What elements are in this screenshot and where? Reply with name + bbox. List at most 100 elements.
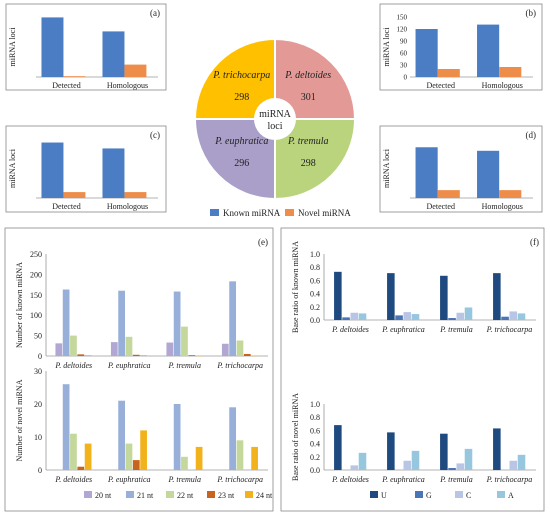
legend-label-nt: 24 nt [256,491,273,500]
y-tick-label: 20 [34,400,42,409]
bar-b-novel-1 [499,67,522,77]
bar-e1-1-3 [229,281,237,356]
bar-f1-2-1 [403,312,412,320]
bar-f2-0-0 [334,425,342,470]
bar-f2-0-2 [440,433,448,470]
pie-slice-0 [193,37,276,120]
bar-e1-3-3 [243,353,251,356]
legend-label-nt: 23 nt [218,491,235,500]
category-label: P. euphratica [107,475,151,484]
category-label: P. trichocarpa [486,325,533,334]
legend-label-base: A [508,491,514,500]
panel-label: (c) [150,130,160,140]
pie-slice-name: P. tremula [287,136,329,147]
category-label: P. deltoides [54,361,92,370]
panel-label: (b) [526,8,537,18]
bar-e1-4-2 [195,355,203,357]
bar-c-novel-0 [63,192,86,198]
bar-f1-2-3 [509,311,518,320]
category-label: Detected [427,202,455,211]
bar-f1-1-3 [501,316,509,320]
bar-e1-1-2 [173,291,181,356]
category-label: P. euphratica [381,475,425,484]
y-tick-label: 0.6 [310,276,320,285]
bar-f1-2-0 [350,312,359,320]
y-tick-label: 60 [400,50,408,58]
y-axis-label: miRNA loci [382,148,391,188]
bar-f1-1-1 [395,315,403,320]
y-tick-label: 90 [400,38,408,46]
category-label: Detected [52,202,80,211]
bar-e2-4-2 [195,446,203,470]
pie-slice-name: P. euphratica [214,136,268,147]
bar-d-novel-0 [437,190,460,198]
y-tick-label: 1.0 [310,400,320,409]
bar-b-known-1 [477,24,500,78]
category-label: P. deltoides [54,475,92,484]
legend-swatch-base-3 [497,491,505,498]
bar-e1-1-0 [62,289,70,356]
y-tick-label: 0 [38,466,42,475]
bar-e1-0-1 [110,342,118,356]
legend-swatch-nt-0 [84,491,92,498]
y-tick-label: 30 [400,62,408,70]
category-label: P. tremula [439,325,472,334]
bar-e2-1-2 [173,404,181,470]
y-axis-label: Number of novel miRNA [15,379,24,461]
panel-c: Detected Homologous miRNA loci (c) [5,125,167,213]
bar-f1-0-2 [440,275,448,320]
y-tick-label: 0.2 [310,453,320,462]
pie-slice-value: 298 [234,92,249,103]
panel-label: (a) [150,8,160,18]
y-tick-label: 0.2 [310,303,320,312]
bar-e2-1-0 [62,384,70,470]
panel-label: (e) [258,237,268,247]
y-tick-label: 100 [30,311,42,320]
panel-frame [5,125,167,213]
bar-f1-0-1 [387,273,395,320]
bar-e2-4-1 [140,430,147,470]
panel-a: Detected Homologous miRNA loci (a) [5,3,167,91]
bar-f1-3-0 [358,313,367,320]
pie-slice-name: P. deltoides [284,70,331,81]
y-tick-label: 250 [30,250,42,259]
y-tick-label: 200 [30,270,42,279]
category-label: Homologous [482,202,523,211]
category-label: Homologous [107,81,148,90]
panel-label: (f) [530,237,539,247]
bar-f1-3-3 [517,313,526,320]
bar-a-novel-0 [63,76,86,77]
bar-e1-2-2 [181,326,188,356]
y-tick-label: 150 [30,291,42,300]
panel-d: Detected Homologous miRNA loci (d) [379,125,543,213]
bar-d-known-0 [415,147,438,198]
category-label: P. trichocarpa [216,361,263,370]
legend-swatch-nt-1 [126,491,134,498]
legend-label-nt: 21 nt [137,491,154,500]
bar-e2-2-3 [236,440,244,470]
bar-c-known-0 [41,142,64,198]
bar-f2-2-2 [456,463,465,470]
bar-e1-2-3 [236,340,244,356]
legend-swatch-known [210,209,219,216]
pie-slice-value: 296 [234,158,249,169]
y-tick-label: 0 [404,74,408,82]
category-label: P. euphratica [381,325,425,334]
y-tick-label: 0.0 [310,316,320,325]
category-label: Detected [52,81,80,90]
bar-e2-3-0 [77,466,85,470]
bar-e2-4-0 [84,443,92,470]
bar-f1-3-1 [411,314,420,320]
category-label: Detected [427,81,455,90]
category-label: P. tremula [439,475,472,484]
y-axis-label: Number of known miRNA [15,262,24,348]
panel-frame [379,125,543,213]
pie-slice-name: P. trichocarpa [212,70,270,81]
bar-f1-0-3 [493,273,501,320]
legend-label-novel: Novel miRNA [298,208,351,218]
legend-swatch-base-0 [370,491,378,498]
y-axis-label: Base ratio of novel miRNA [291,393,300,481]
legend-label-base: G [426,491,432,500]
